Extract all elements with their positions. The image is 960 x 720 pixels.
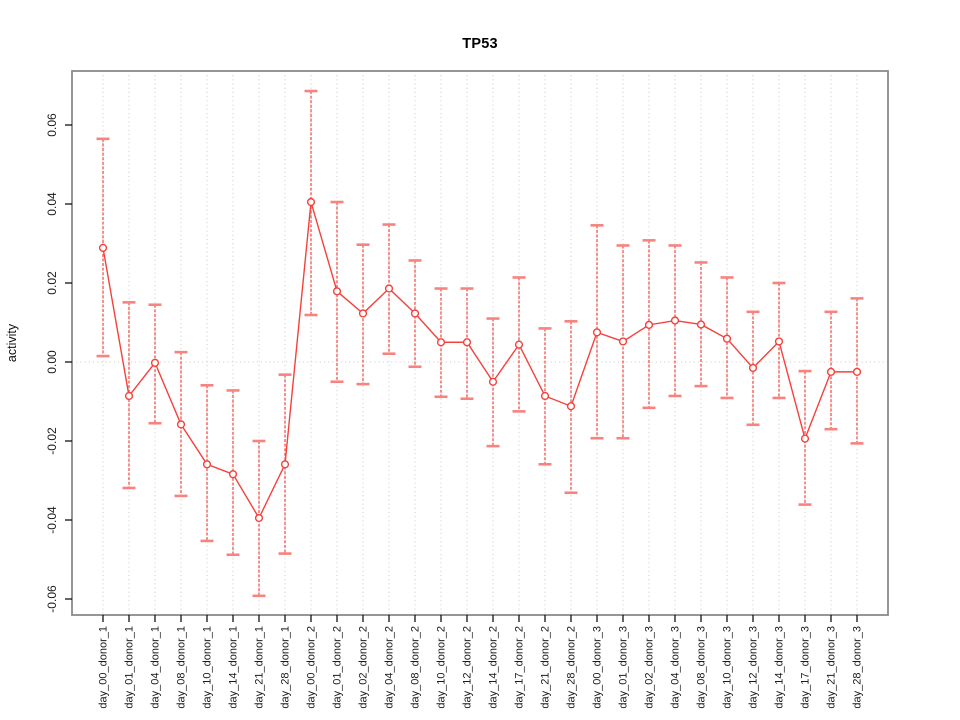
x-tick-label: day_04_donor_1 [150, 626, 162, 709]
y-tick-label: -0.06 [45, 585, 59, 613]
x-tick-label: day_02_donor_3 [644, 626, 656, 709]
x-tick-label: day_21_donor_2 [540, 626, 552, 709]
x-tick-label: day_01_donor_2 [332, 626, 344, 709]
x-tick-label: day_01_donor_1 [124, 626, 136, 709]
x-tick-label: day_00_donor_3 [592, 626, 604, 709]
y-tick-label: 0.00 [45, 350, 59, 374]
data-point-marker [670, 316, 680, 325]
plot-border [71, 70, 889, 616]
data-point-marker [436, 338, 446, 347]
x-tick-label: day_28_donor_3 [852, 626, 864, 709]
x-tick-label: day_08_donor_2 [410, 626, 422, 709]
data-point-marker [410, 309, 420, 318]
data-point-marker [774, 337, 784, 346]
y-tick-label: 0.06 [45, 113, 59, 137]
x-tick-label: day_04_donor_3 [670, 626, 682, 709]
data-point-marker [488, 377, 498, 386]
x-tick-label: day_17_donor_3 [800, 626, 812, 709]
x-tick-label: day_10_donor_2 [436, 626, 448, 709]
x-tick-label: day_14_donor_2 [488, 626, 500, 709]
x-tick-label: day_01_donor_3 [618, 626, 630, 709]
data-point-marker [826, 367, 836, 376]
data-point-marker [592, 328, 602, 337]
x-tick-label: day_28_donor_2 [566, 626, 578, 709]
x-tick-label: day_21_donor_1 [254, 626, 266, 709]
data-point-marker [800, 434, 810, 443]
y-tick-label: 0.02 [45, 271, 59, 295]
x-tick-label: day_12_donor_2 [462, 626, 474, 709]
data-point-marker [332, 287, 342, 296]
data-point-marker [696, 320, 706, 329]
data-point-marker [124, 391, 134, 401]
x-tick-label: day_04_donor_2 [384, 626, 396, 709]
y-tick-label: 0.04 [45, 192, 59, 216]
data-point-marker [176, 420, 186, 429]
data-point-marker [852, 367, 862, 376]
x-tick-label: day_00_donor_2 [306, 626, 318, 709]
x-tick-label: day_21_donor_3 [826, 626, 838, 709]
x-tick-label: day_00_donor_1 [98, 626, 110, 709]
data-point-marker [98, 243, 108, 252]
data-point-marker [748, 363, 758, 373]
x-tick-label: day_14_donor_3 [774, 626, 786, 709]
data-point-marker [358, 309, 368, 318]
y-axis-title: activity [5, 323, 19, 363]
data-point-marker [306, 197, 316, 207]
x-tick-label: day_14_donor_1 [228, 626, 240, 709]
data-point-marker [514, 340, 524, 349]
series-line [102, 201, 857, 520]
data-point-marker [384, 284, 394, 293]
data-point-marker [566, 402, 576, 411]
data-point-marker [540, 391, 550, 401]
chart-title: TP53 [462, 36, 498, 52]
x-tick-label: day_08_donor_3 [696, 626, 708, 709]
data-point-marker [254, 513, 264, 523]
data-point-marker [150, 358, 160, 367]
y-tick-label: -0.04 [45, 506, 59, 534]
x-tick-label: day_17_donor_2 [514, 626, 526, 709]
x-tick-label: day_12_donor_3 [748, 626, 760, 709]
data-point-marker [228, 470, 238, 479]
x-tick-label: day_02_donor_2 [358, 626, 370, 709]
x-tick-label: day_08_donor_1 [176, 626, 188, 709]
x-tick-label: day_28_donor_1 [280, 626, 292, 709]
data-point-marker [202, 460, 212, 469]
y-tick-label: -0.02 [45, 427, 59, 455]
x-tick-label: day_10_donor_3 [722, 626, 734, 709]
data-point-marker [644, 320, 654, 329]
x-tick-label: day_10_donor_1 [202, 626, 214, 709]
data-point-marker [280, 460, 290, 469]
data-point-marker [618, 337, 628, 346]
data-point-marker [462, 338, 472, 347]
data-point-marker [722, 334, 732, 343]
